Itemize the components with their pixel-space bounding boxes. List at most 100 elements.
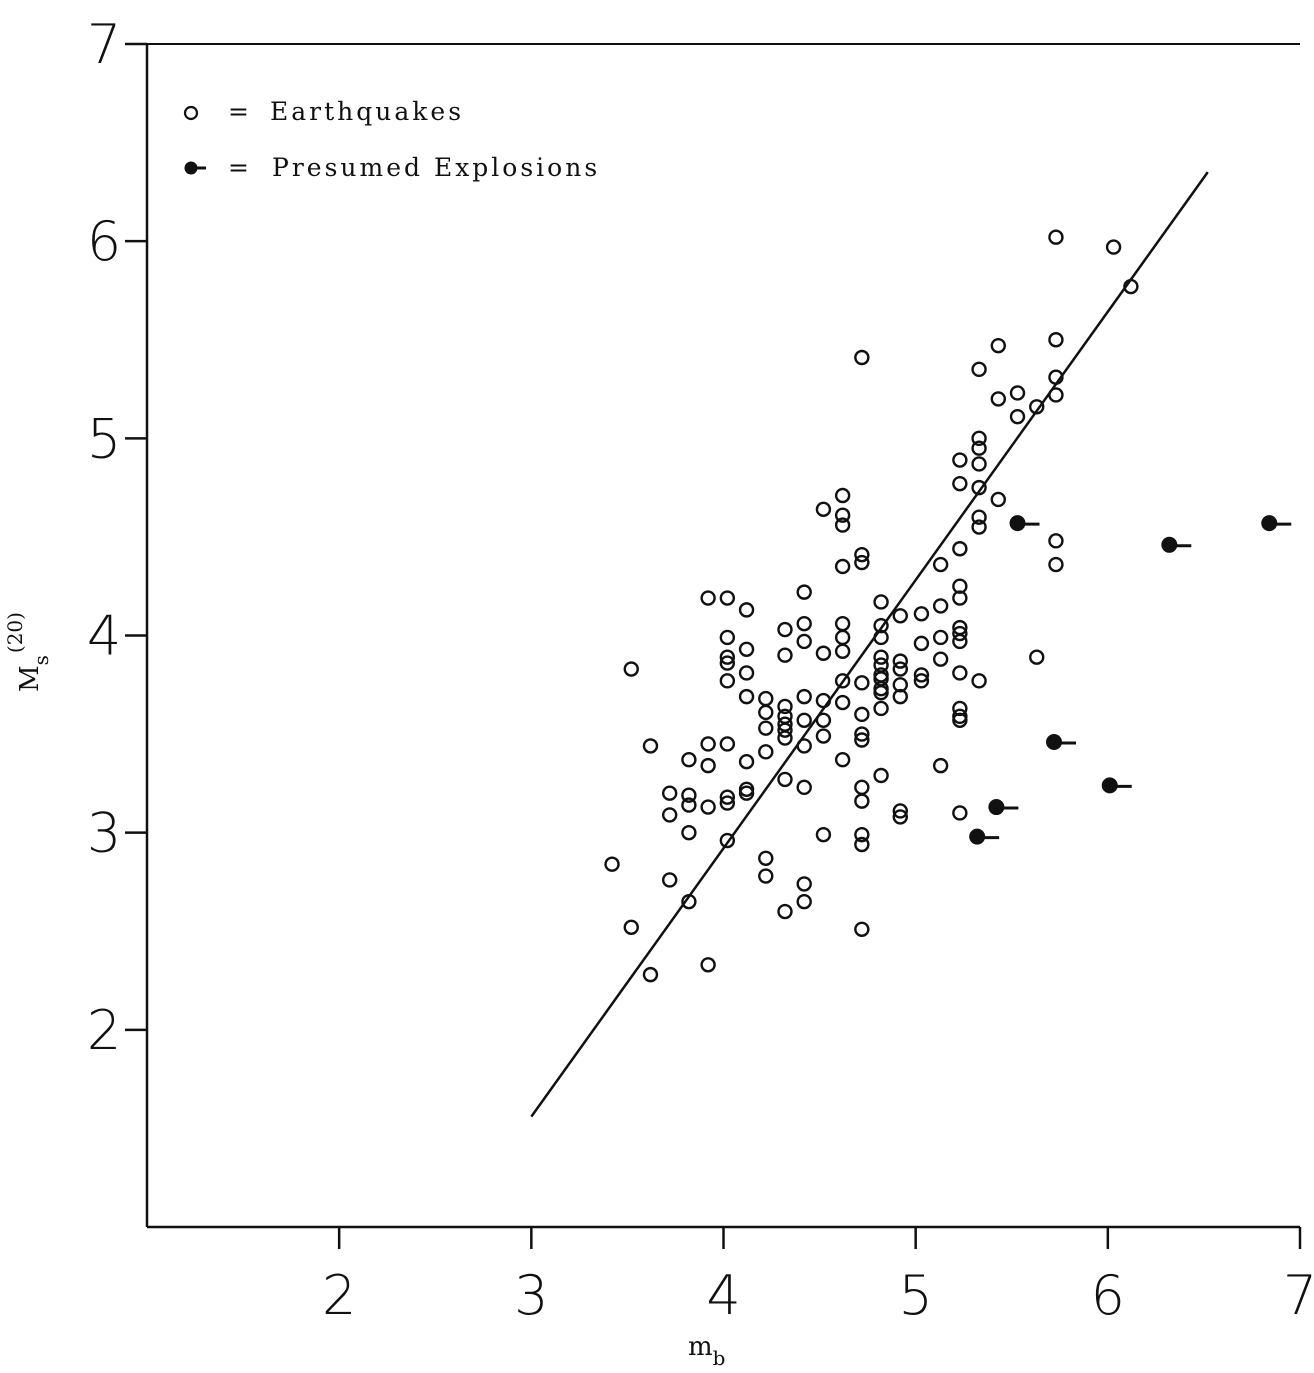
earthquake-point (758, 704, 774, 721)
earthquake-point (719, 590, 736, 606)
earthquake-point (913, 606, 930, 622)
earthquake-point (738, 688, 755, 705)
earthquake-point (700, 736, 716, 752)
earthquake-point (796, 688, 812, 705)
earthquake-point (700, 590, 716, 606)
earthquake-point (913, 667, 930, 683)
earthquake-point (796, 712, 812, 728)
x-axis-label-main: m (688, 1332, 713, 1362)
data-points (604, 229, 1292, 983)
earthquake-point (815, 645, 832, 661)
earthquake-point (738, 641, 755, 658)
earthquake-point (971, 509, 987, 525)
earthquake-point (1048, 369, 1064, 385)
x-axis-label-sub: b (713, 1346, 726, 1370)
earthquake-point (854, 779, 870, 796)
earthquake-point (719, 629, 736, 646)
earthquake-point (932, 651, 949, 667)
earthquake-point (834, 694, 851, 711)
earthquake-point (892, 688, 908, 705)
y-tick-label: 4 (87, 605, 121, 668)
y-axis-label-sub: s (29, 655, 53, 665)
earthquake-point (777, 621, 793, 638)
x-tick-label: 6 (1091, 1264, 1125, 1327)
earthquake-point (971, 430, 987, 447)
earthquake-point (854, 706, 870, 723)
earthquake-point (1009, 408, 1026, 425)
earthquake-point (1048, 556, 1064, 573)
earthquake-point (1048, 332, 1064, 348)
explosion-point (988, 799, 1019, 816)
earthquake-point (719, 655, 736, 671)
earthquake-point (796, 615, 812, 632)
earthquake-point (681, 797, 697, 813)
earthquake-point (758, 690, 774, 707)
earthquake-point (796, 779, 812, 796)
svg-text:Ms(20): Ms(20) (3, 612, 53, 692)
earthquake-point (873, 594, 889, 610)
earthquake-point (834, 643, 851, 659)
earthquake-point (738, 602, 755, 618)
regression-line-path (530, 171, 1209, 1118)
earthquake-point (913, 673, 930, 689)
explosion-point (1046, 733, 1077, 750)
earthquake-point (642, 738, 659, 754)
earthquake-point (971, 361, 987, 378)
y-axis-label-main: M (15, 665, 45, 692)
earthquake-point (1123, 278, 1139, 295)
earthquake-point (1009, 385, 1026, 401)
earthquake-point (681, 893, 697, 910)
earthquake-point (952, 541, 968, 557)
earthquake-point (834, 615, 851, 632)
earthquake-point (892, 809, 908, 825)
svg-text:mb: mb (688, 1332, 725, 1370)
earthquake-point (661, 785, 678, 801)
earthquake-point (796, 633, 812, 650)
y-tick-label: 7 (87, 13, 121, 76)
earthquake-point (873, 700, 889, 717)
earthquake-point (758, 850, 774, 866)
y-tick-label: 3 (87, 802, 121, 865)
earthquake-point (952, 625, 968, 642)
legend-explosion-marker (184, 161, 198, 175)
earthquake-point (1048, 533, 1064, 549)
x-tick-label: 7 (1283, 1264, 1314, 1327)
earthquake-point (796, 876, 812, 892)
earthquake-point (815, 692, 832, 709)
x-tick-label: 4 (706, 1264, 740, 1327)
earthquake-point (1029, 399, 1045, 415)
earthquake-point (854, 726, 870, 742)
legend: = Earthquakes = Presumed Explosions (183, 97, 600, 182)
earthquake-point (623, 919, 639, 936)
earthquake-point (815, 712, 832, 728)
earthquake-point (854, 732, 870, 748)
explosion-point (1009, 515, 1040, 532)
earthquake-point (758, 868, 774, 884)
earthquake-point (952, 633, 968, 650)
earthquake-point (700, 757, 716, 774)
earthquake-point (990, 337, 1006, 354)
earthquake-point (932, 598, 949, 614)
earthquake-point (892, 653, 908, 669)
earthquake-point (854, 826, 870, 843)
earthquake-point (1029, 649, 1045, 665)
earthquake-point (1048, 387, 1064, 403)
earthquake-point (738, 665, 755, 681)
x-tick-label: 5 (898, 1264, 932, 1327)
legend-explosion-label: Presumed Explosions (272, 153, 600, 182)
earthquake-point (990, 391, 1006, 407)
earthquake-point (777, 647, 793, 663)
earthquake-point (971, 673, 987, 689)
explosion-point-dot (1046, 733, 1063, 750)
earthquake-point (932, 757, 949, 774)
earthquake-point (719, 649, 736, 665)
legend-earthquake-label: Earthquakes (270, 97, 464, 126)
earthquake-point (971, 440, 987, 456)
legend-earthquake-equals: = (228, 97, 252, 126)
earthquake-point (700, 799, 716, 815)
explosion-point (1101, 777, 1132, 794)
earthquake-point (623, 661, 639, 677)
earthquake-point (777, 730, 793, 746)
earthquake-point (834, 673, 851, 689)
